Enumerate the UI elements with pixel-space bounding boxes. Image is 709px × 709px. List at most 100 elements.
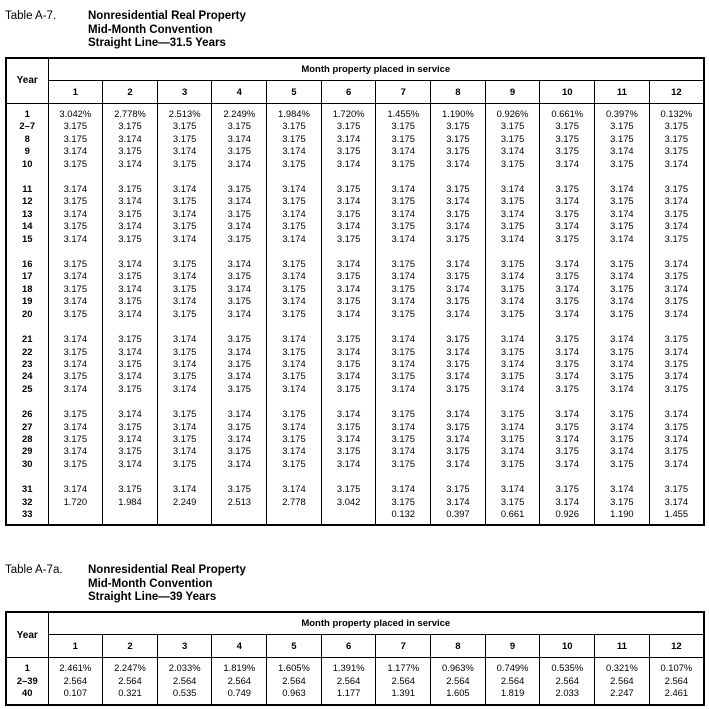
rate-cell: 3.175 — [211, 333, 267, 346]
rate-cell: 3.175 — [594, 132, 650, 146]
rate-cell: 3.174 — [211, 258, 267, 271]
rate-cell: 3.175 — [266, 432, 322, 446]
rate-cell: 3.174 — [375, 357, 431, 371]
rate-cell: 1.455 — [648, 507, 704, 526]
rate-cell: 3.174 — [47, 420, 103, 433]
rate-cell: 3.174 — [594, 232, 650, 246]
rate-cell: 3.175 — [320, 382, 376, 396]
rate-cell: 3.174 — [266, 145, 322, 158]
month-number-header: 8 — [430, 634, 486, 659]
table-row: 27 3.174 3.175 3.174 3.175 3.174 3.175 3.174 3.1… — [6, 420, 704, 433]
rate-cell: 3.174 — [320, 408, 376, 421]
month-span-header: Month property placed in service — [48, 57, 704, 81]
rate-cell: 2.247 — [594, 687, 650, 705]
rate-cell: 3.175 — [320, 333, 376, 346]
rate-cell: 0.926% — [484, 103, 540, 121]
month-number-header: 5 — [266, 80, 322, 104]
month-number-header: 1 — [48, 80, 103, 104]
rate-cell: 3.175 — [102, 120, 158, 133]
year-cell: 25 — [22, 382, 33, 394]
rate-cell: 3.174 — [375, 232, 431, 246]
table-a7a-section: Table A-7a. Nonresidential Real Property… — [5, 564, 705, 706]
month-number-header: 12 — [648, 80, 704, 104]
rate-cell — [320, 507, 376, 526]
rate-cell: 3.174 — [539, 157, 595, 171]
rate-cell: 3.175 — [594, 258, 650, 271]
rate-cell: 3.175 — [430, 382, 486, 396]
rate-cell: 3.174 — [648, 220, 704, 233]
rate-cell: 3.175 — [156, 258, 212, 271]
rate-cell: 3.175 — [156, 457, 212, 471]
title-line: Nonresidential Real Property — [88, 10, 246, 22]
rate-cell: 3.174 — [102, 408, 158, 421]
rate-cell: 3.175 — [211, 183, 267, 196]
table-a7a-caption: Table A-7a. Nonresidential Real Property… — [5, 564, 705, 605]
rate-cell: 3.175 — [648, 483, 704, 496]
table-row: 26 3.175 3.174 3.175 3.174 3.175 3.174 3.175 3.1… — [6, 408, 704, 421]
rate-cell: 3.174 — [648, 157, 704, 171]
year-cell: 18 — [22, 282, 33, 294]
rate-cell: 3.175 — [102, 382, 158, 396]
rate-cell: 3.175 — [102, 207, 158, 221]
rate-cell: 3.174 — [375, 295, 431, 308]
rate-cell: 3.174 — [211, 220, 267, 233]
rate-cell: 3.175 — [320, 145, 376, 158]
rate-cell: 3.175 — [266, 157, 322, 171]
rate-cell: 3.174 — [375, 207, 431, 221]
table-a7-section: Table A-7. Nonresidential Real Property … — [5, 10, 705, 527]
rate-cell: 3.174 — [648, 282, 704, 296]
rate-cell: 3.175 — [375, 157, 431, 171]
rate-cell: 1.455% — [375, 103, 431, 121]
rate-cell: 3.175 — [430, 145, 486, 158]
rate-cell: 3.174 — [594, 382, 650, 396]
rate-cell: 3.174 — [156, 295, 212, 308]
rate-cell: 1.984 — [102, 495, 158, 508]
rate-cell: 1.391 — [375, 687, 431, 705]
rate-cell: 3.174 — [430, 220, 486, 233]
rate-cell: 3.174 — [266, 420, 322, 433]
table-row: 1 2.461% 2.247% 2.033% 1.819% 1.605% 1.391% 1.1… — [6, 657, 704, 675]
rate-cell: 3.174 — [320, 157, 376, 171]
table-row: 16 3.175 3.174 3.175 3.174 3.175 3.174 3.175 3.1… — [6, 258, 704, 271]
month-number-header: 3 — [156, 80, 212, 104]
rate-cell: 3.174 — [430, 432, 486, 446]
rate-cell: 3.174 — [47, 145, 103, 158]
rate-cell: 3.175 — [320, 483, 376, 496]
rate-cell: 3.175 — [539, 132, 595, 146]
rate-cell: 3.175 — [539, 357, 595, 371]
rate-cell: 3.175 — [594, 495, 650, 508]
rate-cell: 3.175 — [320, 295, 376, 308]
rate-cell: 3.174 — [594, 357, 650, 371]
rate-cell: 3.175 — [484, 307, 540, 321]
rate-cell: 3.175 — [484, 345, 540, 358]
rate-cell: 3.175 — [430, 207, 486, 221]
table-row: 2–39 2.564 2.564 2.564 2.564 2.564 2.564 2.564 2… — [6, 674, 704, 688]
rate-cell: 3.174 — [156, 145, 212, 158]
rate-cell: 0.535% — [539, 657, 595, 675]
rate-cell: 3.174 — [648, 495, 704, 508]
rate-cell: 3.174 — [539, 220, 595, 233]
rate-cell: 3.175 — [211, 270, 267, 283]
rate-cell: 1.819 — [484, 687, 540, 705]
rate-cell: 3.175 — [266, 282, 322, 296]
rate-cell: 1.720% — [320, 103, 376, 121]
rate-cell: 3.175 — [539, 295, 595, 308]
rate-cell: 3.174 — [594, 333, 650, 346]
rate-cell: 1.190 — [594, 507, 650, 526]
rate-cell: 3.174 — [266, 232, 322, 246]
rate-cell: 3.175 — [430, 445, 486, 458]
rate-cell: 3.175 — [211, 145, 267, 158]
rate-cell: 3.174 — [594, 270, 650, 283]
rate-cell: 3.175 — [594, 457, 650, 471]
year-cell: 22 — [22, 345, 33, 357]
rate-cell: 3.175 — [484, 408, 540, 421]
rate-cell: 3.175 — [539, 270, 595, 283]
rate-cell: 1.605 — [430, 687, 486, 705]
rate-cell: 3.174 — [266, 483, 322, 496]
rate-cell: 3.174 — [266, 382, 322, 396]
rate-cell: 3.175 — [102, 145, 158, 158]
rate-cell: 2.564 — [47, 674, 103, 688]
rate-cell: 2.513 — [211, 495, 267, 508]
rate-cell: 3.175 — [375, 495, 431, 508]
rate-cell: 3.175 — [430, 183, 486, 196]
